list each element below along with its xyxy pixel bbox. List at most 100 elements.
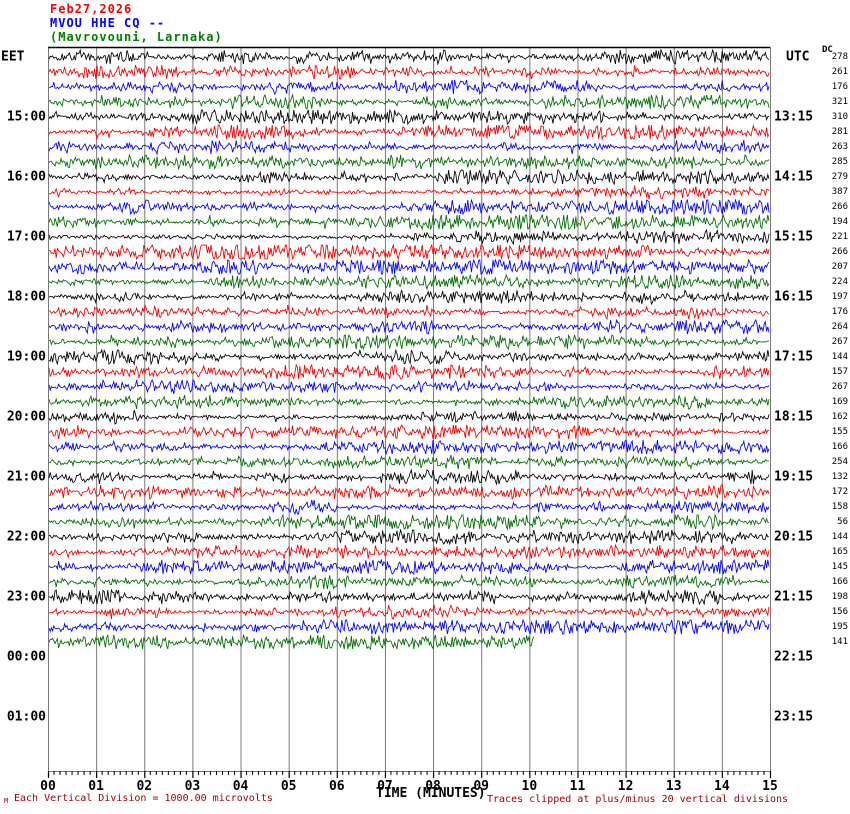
eet-time-label: 16:00	[6, 169, 46, 185]
dc-value: 141	[831, 637, 848, 647]
x-tick-label: 11	[569, 779, 586, 794]
trace-row	[48, 273, 770, 291]
dc-value: 261	[831, 67, 848, 77]
utc-time-label: 19:15	[774, 469, 814, 485]
dc-value: 176	[831, 82, 848, 92]
dc-value: 221	[831, 232, 848, 242]
trace-row	[48, 483, 770, 501]
trace-row	[48, 185, 770, 200]
dc-value: 387	[831, 187, 848, 197]
dc-value: 132	[831, 472, 848, 482]
eet-time-label: 19:00	[6, 349, 46, 365]
vertical-division-note: Each Vertical Division = 1000.00 microvo…	[14, 793, 273, 804]
x-tick-label: 04	[232, 779, 249, 794]
trace-row	[48, 124, 770, 141]
x-tick-label: 00	[40, 779, 56, 794]
dc-value: 145	[831, 562, 848, 572]
dc-value: 169	[831, 397, 848, 407]
header-date: Feb27,2026	[50, 2, 133, 16]
trace-row	[48, 363, 770, 381]
x-tick-label: 03	[184, 779, 201, 794]
utc-time-label: 21:15	[774, 589, 814, 605]
eet-time-label: 15:00	[6, 109, 46, 125]
dc-value: 157	[831, 367, 848, 377]
utc-time-label: 13:15	[774, 109, 814, 125]
dc-value: 165	[831, 547, 848, 557]
trace-row	[48, 618, 770, 635]
x-tick-label: 08	[425, 779, 441, 794]
dc-value: 166	[831, 442, 848, 452]
dc-value: 56	[837, 517, 848, 527]
eet-time-label: 21:00	[6, 469, 46, 485]
x-tick-label: 06	[328, 779, 345, 794]
eet-time-label: 00:00	[6, 649, 46, 665]
dc-value: 266	[831, 202, 848, 212]
dc-value: 198	[831, 592, 848, 602]
utc-time-label: 14:15	[774, 169, 814, 185]
dc-value: 266	[831, 247, 848, 257]
dc-value: 207	[831, 262, 848, 272]
dc-value: 254	[831, 457, 848, 467]
trace-row	[48, 258, 770, 276]
trace-row	[48, 604, 770, 620]
dc-value: 144	[831, 532, 848, 542]
trace-row	[48, 198, 770, 216]
dc-value: 197	[831, 292, 848, 302]
dc-value: 267	[831, 337, 848, 347]
dc-value: 155	[831, 427, 848, 437]
dc-value: 279	[831, 172, 848, 182]
dc-value: 310	[831, 112, 848, 122]
dc-column-header: DC	[822, 45, 833, 55]
utc-time-label: 23:15	[774, 709, 814, 725]
trace-row	[48, 48, 770, 66]
trace-row	[48, 394, 770, 410]
header-station: MVOU HHE CQ --	[50, 16, 166, 30]
x-tick-label: 09	[473, 779, 490, 794]
dc-value: 195	[831, 622, 848, 632]
x-tick-label: 01	[88, 779, 104, 794]
trace-row	[48, 64, 770, 80]
trace-row	[48, 454, 770, 470]
eet-time-label: 17:00	[6, 229, 46, 245]
dc-value: 144	[831, 352, 848, 362]
clipping-note: Traces clipped at plus/minus 20 vertical…	[487, 794, 789, 805]
trace-row	[48, 153, 770, 171]
dc-value: 194	[831, 217, 848, 227]
x-tick-label: 10	[521, 779, 538, 794]
dc-value: 263	[831, 142, 848, 152]
dc-value: 166	[831, 577, 848, 587]
dc-value: 158	[831, 502, 848, 512]
trace-row	[48, 439, 770, 456]
dc-value: 156	[831, 607, 848, 617]
dc-value: 281	[831, 127, 848, 137]
trace-row	[48, 79, 770, 96]
eet-time-label: 22:00	[6, 529, 46, 545]
footer-glyph: M	[4, 797, 9, 805]
trace-row	[48, 409, 770, 425]
trace-row	[48, 108, 770, 126]
trace-row	[48, 468, 770, 486]
dc-value: 176	[831, 307, 848, 317]
eet-time-label: 20:00	[6, 409, 46, 425]
dc-value: 285	[831, 157, 848, 167]
dc-value: 162	[831, 412, 848, 422]
trace-row	[48, 289, 770, 306]
trace-row	[48, 528, 770, 546]
trace-row	[48, 139, 770, 156]
trace-row	[48, 243, 770, 261]
trace-row	[48, 93, 770, 111]
eet-time-label: 01:00	[6, 709, 46, 725]
x-tick-label: 05	[280, 779, 297, 794]
trace-row	[48, 424, 770, 440]
trace-row	[48, 558, 770, 575]
trace-row	[48, 633, 535, 650]
utc-time-label: 17:15	[774, 349, 814, 365]
x-tick-label: 12	[617, 779, 634, 794]
x-tick-label: 02	[136, 779, 153, 794]
dc-value: 278	[831, 52, 848, 62]
x-tick-label: 15	[762, 779, 778, 794]
utc-time-label: 15:15	[774, 229, 814, 245]
dc-value: 267	[831, 382, 848, 392]
